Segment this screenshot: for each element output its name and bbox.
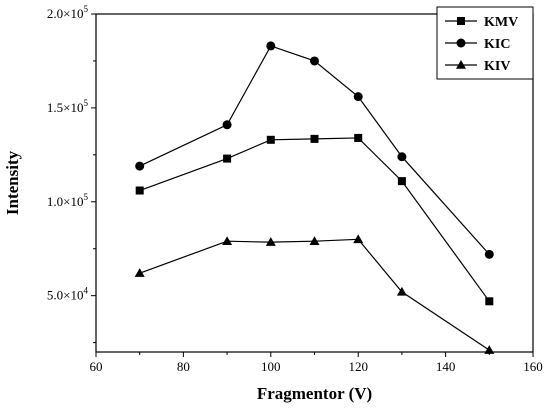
triangle-marker <box>134 268 145 277</box>
y-tick-label: 2.0×105 <box>47 4 89 21</box>
square-marker <box>354 133 363 142</box>
legend: KMV KIC KIV <box>436 6 534 80</box>
series-kiv <box>134 234 495 354</box>
triangle-marker <box>309 236 320 245</box>
legend-item: KIC <box>445 37 510 52</box>
triangle-marker <box>396 286 407 296</box>
x-tick-label: 60 <box>90 359 103 374</box>
x-tick-label: 100 <box>261 359 281 374</box>
x-tick-label: 160 <box>523 359 543 374</box>
y-tick-label: 5.0×104 <box>47 286 89 303</box>
circle-marker <box>397 152 407 162</box>
circle-marker <box>353 92 363 102</box>
triangle-marker <box>456 60 466 69</box>
legend-label: KMV <box>484 15 518 30</box>
circle-marker <box>456 38 466 48</box>
legend-label: KIV <box>484 59 510 74</box>
x-tick-label: 140 <box>436 359 456 374</box>
x-tick-label: 80 <box>177 359 190 374</box>
triangle-marker <box>222 236 233 245</box>
square-marker <box>457 17 465 25</box>
series-line <box>139 137 490 302</box>
square-marker <box>223 154 232 163</box>
circle-marker <box>135 161 145 171</box>
y-axis-title: Intensity <box>3 150 22 215</box>
axes: 60 80 100 120 140 160 5.0×104 1.0×105 1.5×105 2.0… <box>47 4 543 374</box>
y-tick-label: 1.0×105 <box>47 192 89 209</box>
square-marker <box>485 297 494 306</box>
circle-marker <box>310 56 319 66</box>
series-layer <box>134 41 495 354</box>
triangle-marker <box>353 234 364 244</box>
circle-marker <box>266 41 276 51</box>
circle-marker <box>484 249 494 259</box>
legend-item: KIV <box>445 59 510 74</box>
square-marker <box>310 134 319 143</box>
triangle-marker <box>265 237 276 246</box>
x-tick-label: 120 <box>348 359 368 374</box>
circle-marker <box>222 120 232 130</box>
series-line <box>139 238 490 351</box>
series-kic <box>135 41 494 259</box>
legend-label: KIC <box>484 37 510 52</box>
y-tick-label: 1.5×105 <box>47 98 89 115</box>
x-axis-title: Fragmentor (V) <box>257 384 372 403</box>
series-kmv <box>135 133 494 306</box>
legend-item: KMV <box>445 15 518 30</box>
square-marker <box>397 177 406 186</box>
square-marker <box>266 135 275 144</box>
square-marker <box>135 186 144 195</box>
triangle-marker <box>484 345 495 354</box>
